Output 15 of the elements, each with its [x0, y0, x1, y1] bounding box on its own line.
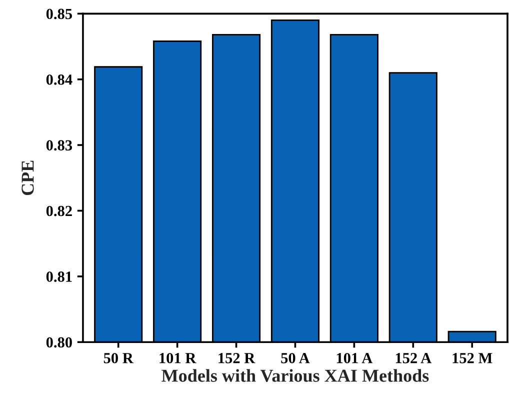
y-tick-label: 0.82 — [46, 206, 72, 216]
y-tick-label: 0.85 — [46, 8, 72, 20]
x-tick-label: 50 R — [104, 352, 134, 364]
x-tick-label: 101 R — [160, 352, 196, 364]
y-tick-label: 0.84 — [46, 74, 72, 85]
y-tick-label: 0.83 — [46, 140, 72, 151]
y-tick-label: 0.80 — [46, 337, 72, 348]
x-tick-label: 101 A — [336, 352, 373, 364]
y-tick-label: 0.81 — [46, 272, 72, 282]
x-tick-label: 50 A — [281, 352, 310, 364]
x-tick-label: 152 A — [396, 353, 432, 364]
y-axis-title: CPE — [22, 160, 34, 196]
x-tick-label: 152 R — [218, 353, 256, 364]
x-tick-label: 152 M — [452, 353, 492, 364]
x-axis-title: Models with Various XAI Methods — [162, 369, 429, 382]
